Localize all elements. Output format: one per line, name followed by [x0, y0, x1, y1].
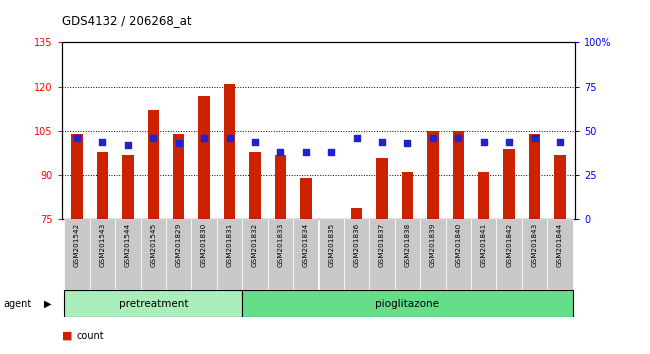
- Text: GSM201835: GSM201835: [328, 223, 334, 267]
- Point: [199, 135, 209, 141]
- Bar: [97, 152, 108, 219]
- Bar: [293, 219, 318, 290]
- Bar: [529, 134, 540, 219]
- Bar: [122, 155, 133, 219]
- Bar: [547, 219, 573, 290]
- Bar: [497, 219, 522, 290]
- Point: [402, 141, 413, 146]
- Bar: [318, 219, 344, 290]
- Point: [224, 135, 235, 141]
- Point: [555, 139, 566, 144]
- Text: GSM201830: GSM201830: [201, 223, 207, 267]
- Bar: [191, 219, 217, 290]
- Bar: [300, 178, 311, 219]
- Bar: [344, 219, 369, 290]
- Text: GSM201844: GSM201844: [557, 223, 563, 267]
- Bar: [268, 219, 293, 290]
- Bar: [522, 219, 547, 290]
- Bar: [198, 96, 210, 219]
- Bar: [452, 131, 464, 219]
- Text: agent: agent: [3, 298, 31, 309]
- Text: GSM201544: GSM201544: [125, 223, 131, 267]
- Bar: [376, 158, 388, 219]
- Bar: [72, 134, 83, 219]
- Bar: [369, 219, 395, 290]
- Bar: [427, 131, 439, 219]
- Bar: [140, 219, 166, 290]
- Point: [72, 135, 82, 141]
- Bar: [395, 219, 420, 290]
- Point: [275, 149, 285, 155]
- Bar: [224, 84, 235, 219]
- Point: [453, 135, 463, 141]
- Point: [504, 139, 514, 144]
- Text: GSM201829: GSM201829: [176, 223, 182, 267]
- Bar: [471, 219, 497, 290]
- Bar: [115, 219, 140, 290]
- Point: [478, 139, 489, 144]
- Point: [148, 135, 159, 141]
- Text: ■: ■: [62, 331, 72, 341]
- Text: pretreatment: pretreatment: [118, 298, 188, 309]
- Point: [377, 139, 387, 144]
- Bar: [217, 219, 242, 290]
- Bar: [242, 290, 573, 317]
- Text: GSM201840: GSM201840: [455, 223, 461, 267]
- Bar: [166, 219, 191, 290]
- Text: GSM201542: GSM201542: [74, 223, 80, 267]
- Point: [300, 149, 311, 155]
- Bar: [351, 208, 362, 219]
- Bar: [173, 134, 185, 219]
- Bar: [64, 219, 90, 290]
- Text: GSM201831: GSM201831: [227, 223, 233, 267]
- Text: ▶: ▶: [44, 298, 51, 309]
- Point: [123, 142, 133, 148]
- Bar: [275, 155, 286, 219]
- Point: [174, 141, 184, 146]
- Text: GSM201838: GSM201838: [404, 223, 410, 267]
- Point: [326, 149, 337, 155]
- Bar: [64, 290, 242, 317]
- Point: [529, 135, 539, 141]
- Text: GSM201842: GSM201842: [506, 223, 512, 267]
- Text: GSM201543: GSM201543: [99, 223, 105, 267]
- Bar: [90, 219, 115, 290]
- Text: pioglitazone: pioglitazone: [376, 298, 439, 309]
- Text: GSM201832: GSM201832: [252, 223, 258, 267]
- Point: [250, 139, 260, 144]
- Bar: [446, 219, 471, 290]
- Text: GSM201843: GSM201843: [532, 223, 538, 267]
- Bar: [554, 155, 565, 219]
- Bar: [242, 219, 268, 290]
- Text: GDS4132 / 206268_at: GDS4132 / 206268_at: [62, 14, 191, 27]
- Point: [98, 139, 108, 144]
- Bar: [420, 219, 446, 290]
- Text: GSM201837: GSM201837: [379, 223, 385, 267]
- Text: GSM201833: GSM201833: [278, 223, 283, 267]
- Bar: [402, 172, 413, 219]
- Text: GSM201834: GSM201834: [303, 223, 309, 267]
- Point: [352, 135, 362, 141]
- Bar: [504, 149, 515, 219]
- Text: count: count: [76, 331, 104, 341]
- Bar: [249, 152, 261, 219]
- Bar: [478, 172, 489, 219]
- Text: GSM201836: GSM201836: [354, 223, 359, 267]
- Text: GSM201545: GSM201545: [150, 223, 156, 267]
- Text: GSM201841: GSM201841: [481, 223, 487, 267]
- Text: GSM201839: GSM201839: [430, 223, 436, 267]
- Bar: [148, 110, 159, 219]
- Point: [428, 135, 438, 141]
